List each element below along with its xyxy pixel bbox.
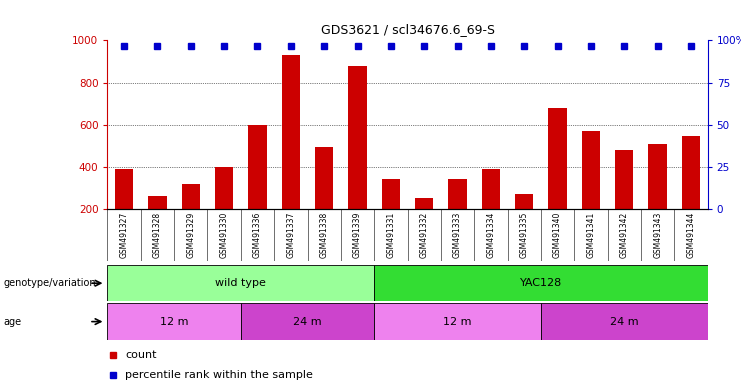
Text: wild type: wild type	[216, 278, 266, 288]
Bar	[448, 179, 467, 209]
Text: 12 m: 12 m	[443, 316, 472, 327]
Bar	[148, 195, 167, 209]
Bar	[374, 265, 708, 301]
Text: 12 m: 12 m	[160, 316, 188, 327]
Bar	[107, 303, 241, 340]
Bar	[382, 179, 400, 209]
Bar	[615, 150, 634, 209]
Text: GSM491339: GSM491339	[353, 212, 362, 258]
Text: 24 m: 24 m	[293, 316, 322, 327]
Bar	[182, 184, 200, 209]
Text: GSM491327: GSM491327	[119, 212, 129, 258]
Text: 24 m: 24 m	[610, 316, 639, 327]
Text: percentile rank within the sample: percentile rank within the sample	[125, 370, 313, 380]
Bar	[241, 303, 374, 340]
Text: GSM491338: GSM491338	[319, 212, 329, 258]
Text: GSM491333: GSM491333	[453, 212, 462, 258]
Text: genotype/variation: genotype/variation	[4, 278, 96, 288]
Bar	[248, 125, 267, 209]
Text: GSM491342: GSM491342	[619, 212, 629, 258]
Text: GSM491336: GSM491336	[253, 212, 262, 258]
Text: age: age	[4, 316, 21, 327]
Text: GSM491332: GSM491332	[419, 212, 429, 258]
Text: count: count	[125, 350, 157, 360]
Text: GSM491340: GSM491340	[553, 212, 562, 258]
Text: GSM491329: GSM491329	[186, 212, 196, 258]
Bar	[348, 66, 367, 209]
Bar	[582, 131, 600, 209]
Bar	[282, 55, 300, 209]
Bar	[482, 169, 500, 209]
Bar	[315, 147, 333, 209]
Bar	[115, 169, 133, 209]
Text: YAC128: YAC128	[519, 278, 562, 288]
Bar	[215, 167, 233, 209]
Text: GSM491337: GSM491337	[286, 212, 296, 258]
Text: GSM491331: GSM491331	[386, 212, 396, 258]
Bar	[682, 136, 700, 209]
Bar	[107, 265, 374, 301]
Text: GSM491343: GSM491343	[653, 212, 662, 258]
Text: GSM491334: GSM491334	[486, 212, 496, 258]
Bar	[515, 195, 534, 209]
Text: GSM491335: GSM491335	[519, 212, 529, 258]
Bar	[374, 303, 541, 340]
Text: GSM491328: GSM491328	[153, 212, 162, 258]
Bar	[541, 303, 708, 340]
Text: GSM491341: GSM491341	[586, 212, 596, 258]
Bar	[415, 198, 433, 209]
Bar	[548, 108, 567, 209]
Title: GDS3621 / scl34676.6_69-S: GDS3621 / scl34676.6_69-S	[321, 23, 494, 36]
Bar	[648, 144, 667, 209]
Text: GSM491344: GSM491344	[686, 212, 696, 258]
Text: GSM491330: GSM491330	[219, 212, 229, 258]
